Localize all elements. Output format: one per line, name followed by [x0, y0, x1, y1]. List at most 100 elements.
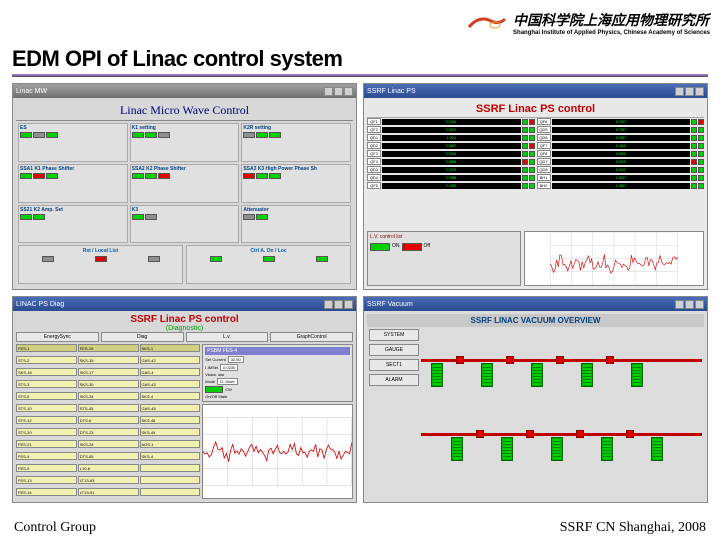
status-indicator[interactable] — [522, 135, 528, 141]
status-indicator[interactable] — [269, 173, 281, 179]
detail-value[interactable]: 0.0230 — [220, 364, 238, 371]
ion-pump-icon[interactable] — [551, 437, 563, 461]
close-icon[interactable] — [695, 87, 704, 96]
status-indicator[interactable] — [132, 173, 144, 179]
vac-system-button[interactable]: GAUGE — [369, 344, 419, 356]
status-indicator[interactable] — [691, 175, 697, 181]
valve-icon[interactable] — [526, 430, 534, 438]
ps-channel-row[interactable]: BH2 1.480 — [537, 182, 705, 189]
ps-list-item[interactable]: STS-3 — [16, 380, 77, 388]
ps-list-item[interactable]: SKS-1 — [140, 344, 201, 352]
status-indicator[interactable] — [256, 214, 268, 220]
status-indicator[interactable] — [210, 256, 222, 262]
ps-list-item[interactable]: DTS-65 — [78, 452, 139, 460]
ps-list-item[interactable]: DTS-6 — [78, 416, 139, 424]
status-indicator[interactable] — [145, 132, 157, 138]
status-indicator[interactable] — [95, 256, 107, 262]
status-indicator[interactable] — [691, 143, 697, 149]
status-indicator[interactable] — [691, 135, 697, 141]
ps-channel-row[interactable]: QF3 0.334 — [367, 150, 535, 157]
vac-system-button[interactable]: ALARM — [369, 374, 419, 386]
valve-icon[interactable] — [626, 430, 634, 438]
window-titlebar[interactable]: Linac MW — [13, 84, 356, 98]
maximize-icon[interactable] — [334, 300, 343, 309]
ps-channel-row[interactable]: QD5 0.780 — [537, 126, 705, 133]
status-indicator[interactable] — [243, 214, 255, 220]
status-indicator[interactable] — [529, 183, 535, 189]
ps-list-item[interactable]: FES-4 — [16, 452, 77, 460]
status-indicator[interactable] — [529, 135, 535, 141]
minimize-icon[interactable] — [324, 300, 333, 309]
status-indicator[interactable] — [698, 175, 704, 181]
ion-pump-icon[interactable] — [601, 437, 613, 461]
ps-trend-graph[interactable] — [524, 231, 704, 286]
ps-list-item[interactable]: AOS-1 — [140, 440, 201, 448]
ps-list-item[interactable]: SKS-4 — [140, 452, 201, 460]
status-indicator[interactable] — [33, 173, 45, 179]
status-indicator[interactable] — [691, 183, 697, 189]
ion-pump-icon[interactable] — [501, 437, 513, 461]
status-indicator[interactable] — [522, 143, 528, 149]
minimize-icon[interactable] — [324, 87, 333, 96]
ps-list-item[interactable]: SKS-16 — [16, 368, 77, 376]
vac-system-button[interactable]: SYSTEM — [369, 329, 419, 341]
window-titlebar[interactable]: SSRF Vacuum — [364, 297, 707, 311]
status-indicator[interactable] — [691, 119, 697, 125]
ion-pump-icon[interactable] — [431, 363, 443, 387]
ps-channel-row[interactable]: BH1 1.500 — [537, 174, 705, 181]
status-indicator[interactable] — [691, 127, 697, 133]
status-indicator[interactable] — [269, 132, 281, 138]
ion-pump-icon[interactable] — [531, 363, 543, 387]
ps-channel-row[interactable]: QF2 0.512 — [367, 126, 535, 133]
ps-list-item[interactable]: STS-12 — [16, 416, 77, 424]
close-icon[interactable] — [695, 300, 704, 309]
ps-list-item[interactable]: FES-19 — [78, 344, 139, 352]
close-icon[interactable] — [344, 300, 353, 309]
status-indicator[interactable] — [691, 159, 697, 165]
ps-list-item[interactable]: SKS-24 — [78, 440, 139, 448]
maximize-icon[interactable] — [685, 300, 694, 309]
ps-list-item[interactable]: STS-5 — [16, 392, 77, 400]
ps-list-item[interactable]: SKS-49 — [140, 428, 201, 436]
on-button[interactable] — [370, 243, 390, 251]
ps-list-item[interactable]: LT13-83 — [78, 476, 139, 484]
status-indicator[interactable] — [33, 214, 45, 220]
ps-channel-row[interactable]: QF1 0.234 — [367, 118, 535, 125]
ps-channel-row[interactable]: QD3 0.120 — [367, 166, 535, 173]
status-indicator[interactable] — [698, 167, 704, 173]
ps-list-item[interactable]: SKS-17 — [78, 368, 139, 376]
ps-channel-row[interactable]: QD4 0.998 — [367, 174, 535, 181]
status-indicator[interactable] — [691, 167, 697, 173]
detail-value[interactable] — [218, 374, 224, 376]
status-indicator[interactable] — [529, 175, 535, 181]
valve-icon[interactable] — [576, 430, 584, 438]
ps-list-item[interactable]: STS-10 — [16, 404, 77, 412]
status-indicator[interactable] — [522, 175, 528, 181]
status-indicator[interactable] — [46, 173, 58, 179]
status-indicator[interactable] — [33, 132, 45, 138]
ps-list-item[interactable]: SKS-46 — [140, 416, 201, 424]
ps-list-item[interactable]: SKS-34 — [78, 392, 139, 400]
window-titlebar[interactable]: SSRF Linac PS — [364, 84, 707, 98]
status-indicator[interactable] — [529, 119, 535, 125]
off-button[interactable] — [402, 243, 422, 251]
status-indicator[interactable] — [20, 132, 32, 138]
status-indicator[interactable] — [698, 183, 704, 189]
ps-channel-row[interactable]: QD2 0.887 — [367, 142, 535, 149]
ps-channel-row[interactable]: QF8 0.566 — [537, 150, 705, 157]
status-indicator[interactable] — [145, 214, 157, 220]
valve-icon[interactable] — [476, 430, 484, 438]
diag-tab[interactable]: L.v. — [186, 332, 269, 342]
ps-channel-row[interactable]: QF7 0.144 — [537, 142, 705, 149]
ps-list-item[interactable]: FES-21 — [16, 440, 77, 448]
status-indicator[interactable] — [148, 256, 160, 262]
diag-tab[interactable]: EnergySync — [16, 332, 99, 342]
status-indicator[interactable] — [522, 159, 528, 165]
ps-list-item[interactable] — [140, 488, 201, 496]
ps-list-item[interactable]: FES-9 — [16, 464, 77, 472]
status-indicator[interactable] — [529, 127, 535, 133]
ion-pump-icon[interactable] — [581, 363, 593, 387]
status-indicator[interactable] — [243, 132, 255, 138]
ps-list-item[interactable]: GAS-42 — [140, 356, 201, 364]
status-indicator[interactable] — [522, 119, 528, 125]
